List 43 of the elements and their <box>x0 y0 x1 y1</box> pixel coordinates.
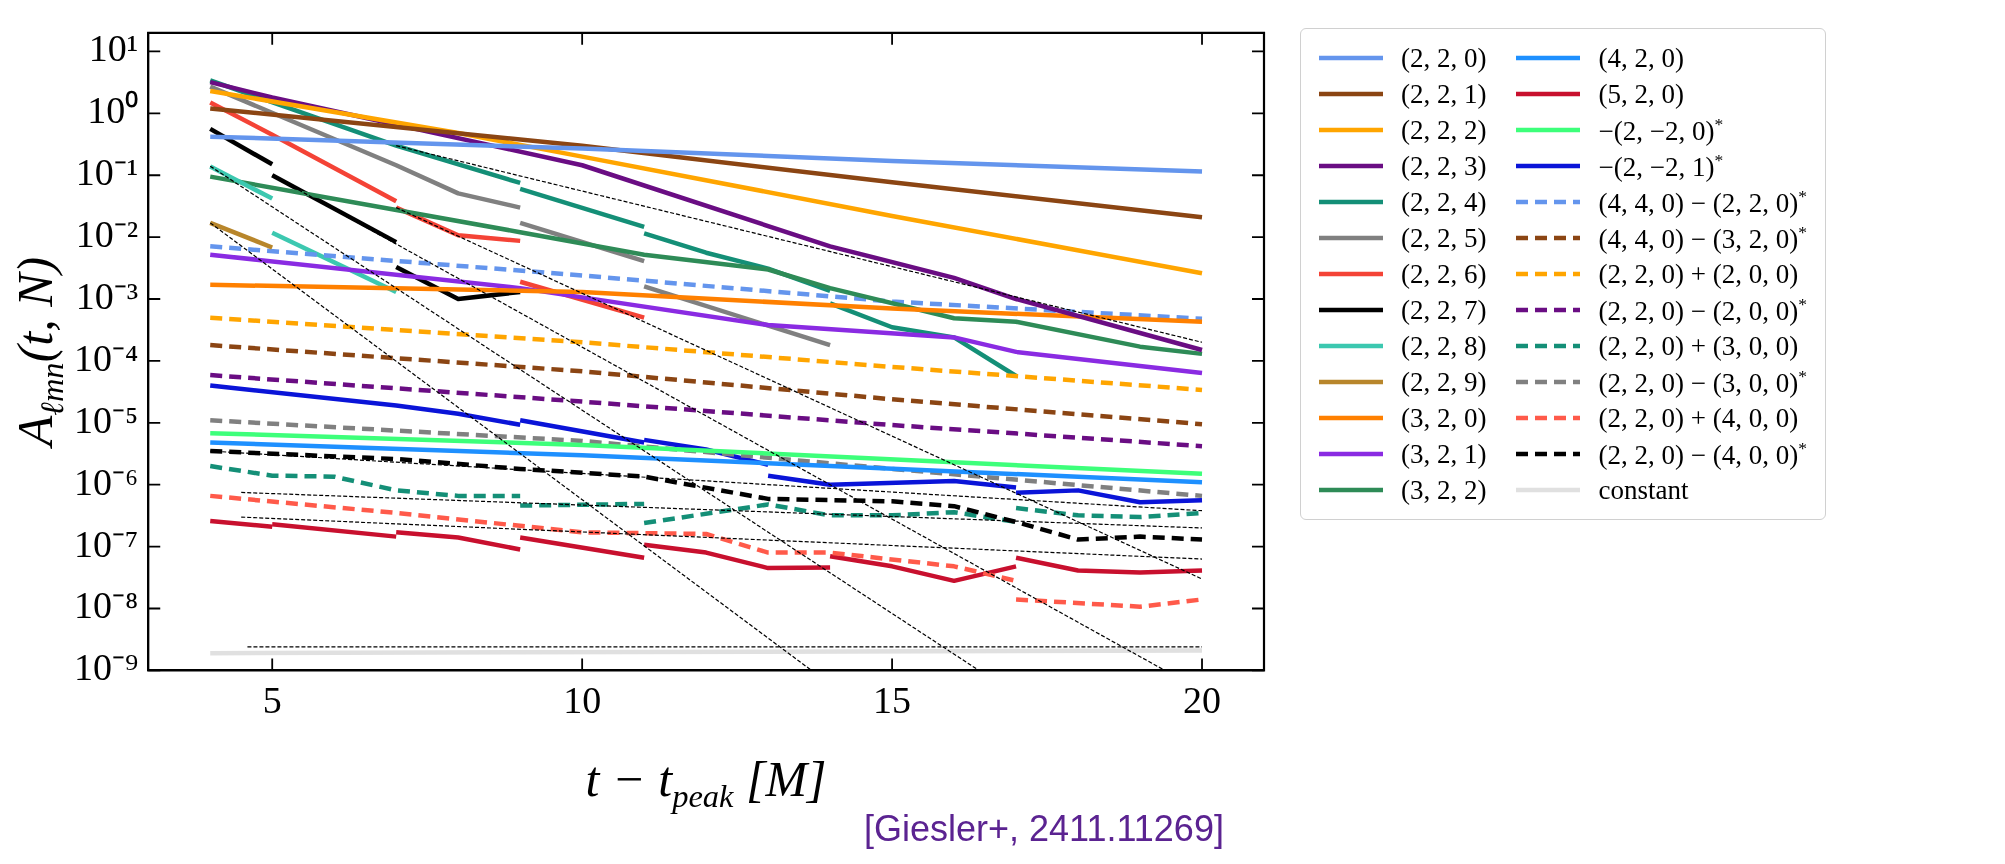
legend-label: −(2, −2, 0)$^{*}$ <box>1598 113 1724 147</box>
legend-label: (4, 4, 0) − (3, 2, 0)$^{*}$ <box>1598 221 1807 255</box>
y-tick-label: 10⁻³ <box>75 275 139 317</box>
y-tick-label: 10⁻¹ <box>75 151 139 194</box>
legend-label: −(2, −2, 1)$^{*}$ <box>1598 149 1724 183</box>
y-tick-label: 10⁻⁵ <box>74 398 139 441</box>
y-tick-label: 10⁻⁹ <box>74 646 139 689</box>
y-tick-label: 10⁻⁷ <box>74 522 139 565</box>
text: [Giesler+, 2411.11269] <box>864 808 1224 851</box>
legend-label: (2, 2, 1) <box>1401 78 1487 110</box>
legend-label: (2, 2, 9) <box>1401 366 1487 398</box>
y-tick-label: 10⁻⁸ <box>74 584 139 627</box>
y-tick-label: 10⁻⁴ <box>74 336 139 379</box>
legend-label: (2, 2, 0) + (2, 0, 0) <box>1598 258 1799 290</box>
y-tick-label: 10⁻⁶ <box>74 460 139 503</box>
legend-label: (4, 4, 0) − (2, 2, 0)$^{*}$ <box>1598 185 1807 219</box>
legend-label: (2, 2, 0) <box>1401 42 1487 74</box>
legend-label: (2, 2, 7) <box>1401 294 1487 326</box>
x-tick-label: 15 <box>873 679 912 722</box>
x-tick-label: 5 <box>262 679 282 722</box>
legend-label: (2, 2, 0) + (3, 0, 0) <box>1598 330 1799 362</box>
y-tick-label: 10¹ <box>88 27 139 70</box>
legend-label: (2, 2, 6) <box>1401 258 1487 290</box>
legend-label: (3, 2, 2) <box>1401 474 1487 506</box>
legend-label: (2, 2, 5) <box>1401 222 1487 254</box>
legend-label: (4, 2, 0) <box>1598 42 1684 74</box>
legend-label: (3, 2, 0) <box>1401 402 1487 434</box>
legend-label: (2, 2, 4) <box>1401 186 1487 218</box>
legend-label: (2, 2, 3) <box>1401 150 1487 182</box>
x-axis-title: t − t$_{peak}$ [M] <box>585 750 827 816</box>
legend-label: (2, 2, 0) − (2, 0, 0)$^{*}$ <box>1598 293 1807 327</box>
legend-label: constant <box>1598 474 1689 506</box>
legend-label: (2, 2, 0) − (4, 0, 0)$^{*}$ <box>1598 437 1807 471</box>
x-tick-label: 20 <box>1183 679 1222 722</box>
legend-label: (2, 2, 8) <box>1401 330 1487 362</box>
y-tick-label: 10⁻² <box>75 213 139 256</box>
y-tick-label: 10⁰ <box>87 89 139 132</box>
legend-label: (3, 2, 1) <box>1401 438 1487 470</box>
legend-label: (2, 2, 0) + (4, 0, 0) <box>1598 402 1799 434</box>
legend-label: (2, 2, 0) − (3, 0, 0)$^{*}$ <box>1598 365 1807 399</box>
x-tick-label: 10 <box>563 679 602 722</box>
legend-label: (5, 2, 0) <box>1598 78 1684 110</box>
legend-label: (2, 2, 2) <box>1401 114 1487 146</box>
